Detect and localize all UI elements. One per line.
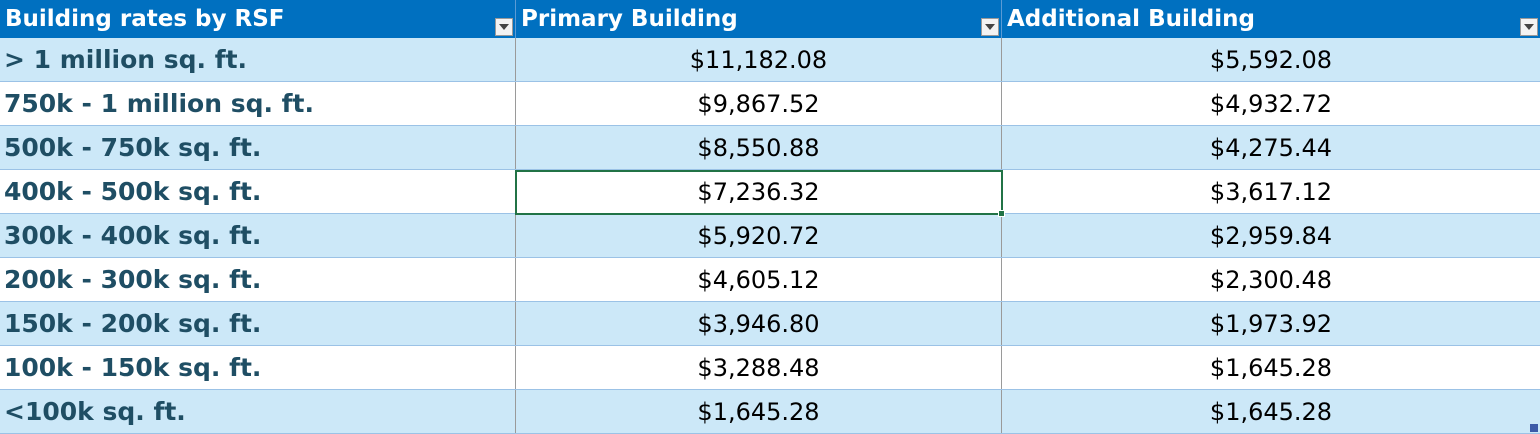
table-header-row: Building rates by RSF Primary Building A… xyxy=(0,0,1540,38)
header-cell-primary-building[interactable]: Primary Building xyxy=(516,0,1002,38)
primary-rate-cell[interactable]: $9,867.52 xyxy=(516,82,1002,125)
rsf-range-cell[interactable]: 300k - 400k sq. ft. xyxy=(0,214,516,257)
primary-rate-cell[interactable]: $11,182.08 xyxy=(516,38,1002,81)
table-row: 300k - 400k sq. ft. $5,920.72 $2,959.84 xyxy=(0,214,1540,258)
filter-dropdown-button[interactable] xyxy=(1520,18,1538,36)
table-row: 750k - 1 million sq. ft. $9,867.52 $4,93… xyxy=(0,82,1540,126)
filter-dropdown-button[interactable] xyxy=(495,18,513,36)
table-row: 500k - 750k sq. ft. $8,550.88 $4,275.44 xyxy=(0,126,1540,170)
primary-rate-cell[interactable]: $1,645.28 xyxy=(516,390,1002,433)
header-cell-building-rates[interactable]: Building rates by RSF xyxy=(0,0,516,38)
rsf-range-cell[interactable]: 150k - 200k sq. ft. xyxy=(0,302,516,345)
additional-rate-cell[interactable]: $2,959.84 xyxy=(1209,221,1333,250)
primary-rate-cell[interactable]: $5,920.72 xyxy=(516,214,1002,257)
rsf-range-cell[interactable]: 100k - 150k sq. ft. xyxy=(0,346,516,389)
additional-rate-cell[interactable]: $5,592.08 xyxy=(1209,45,1333,74)
header-cell-additional-building[interactable]: Additional Building xyxy=(1002,0,1540,38)
rsf-range-cell[interactable]: 750k - 1 million sq. ft. xyxy=(0,82,516,125)
primary-rate-cell[interactable]: $8,550.88 xyxy=(516,126,1002,169)
chevron-down-icon xyxy=(1524,24,1534,30)
rsf-range-cell[interactable]: 400k - 500k sq. ft. xyxy=(0,170,516,213)
rsf-range-cell[interactable]: <100k sq. ft. xyxy=(0,390,516,433)
table-resize-handle[interactable] xyxy=(1530,424,1538,432)
primary-rate-cell[interactable]: $3,946.80 xyxy=(516,302,1002,345)
additional-rate-cell[interactable]: $1,645.28 xyxy=(1209,353,1333,382)
primary-rate-cell[interactable]: $7,236.32 xyxy=(516,170,1002,213)
header-label: Additional Building xyxy=(1007,6,1255,32)
additional-rate-cell[interactable]: $4,932.72 xyxy=(1209,89,1333,118)
rsf-range-cell[interactable]: 200k - 300k sq. ft. xyxy=(0,258,516,301)
table-row: > 1 million sq. ft. $11,182.08 $5,592.08 xyxy=(0,38,1540,82)
header-label: Building rates by RSF xyxy=(5,6,285,32)
chevron-down-icon xyxy=(499,24,509,30)
table-row: 100k - 150k sq. ft. $3,288.48 $1,645.28 xyxy=(0,346,1540,390)
primary-rate-cell[interactable]: $4,605.12 xyxy=(516,258,1002,301)
rsf-range-cell[interactable]: 500k - 750k sq. ft. xyxy=(0,126,516,169)
additional-rate-cell[interactable]: $2,300.48 xyxy=(1209,265,1333,294)
rsf-range-cell[interactable]: > 1 million sq. ft. xyxy=(0,38,516,81)
additional-rate-cell[interactable]: $4,275.44 xyxy=(1209,133,1333,162)
filter-dropdown-button[interactable] xyxy=(981,18,999,36)
table-row: 200k - 300k sq. ft. $4,605.12 $2,300.48 xyxy=(0,258,1540,302)
table-row: 150k - 200k sq. ft. $3,946.80 $1,973.92 xyxy=(0,302,1540,346)
additional-rate-cell[interactable]: $1,645.28 xyxy=(1209,397,1333,426)
table-row: <100k sq. ft. $1,645.28 $1,645.28 xyxy=(0,390,1540,434)
header-label: Primary Building xyxy=(521,6,738,32)
chevron-down-icon xyxy=(985,24,995,30)
additional-rate-cell[interactable]: $3,617.12 xyxy=(1209,177,1333,206)
primary-rate-cell[interactable]: $3,288.48 xyxy=(516,346,1002,389)
table-row: 400k - 500k sq. ft. $7,236.32 $3,617.12 xyxy=(0,170,1540,214)
additional-rate-cell[interactable]: $1,973.92 xyxy=(1209,309,1333,338)
